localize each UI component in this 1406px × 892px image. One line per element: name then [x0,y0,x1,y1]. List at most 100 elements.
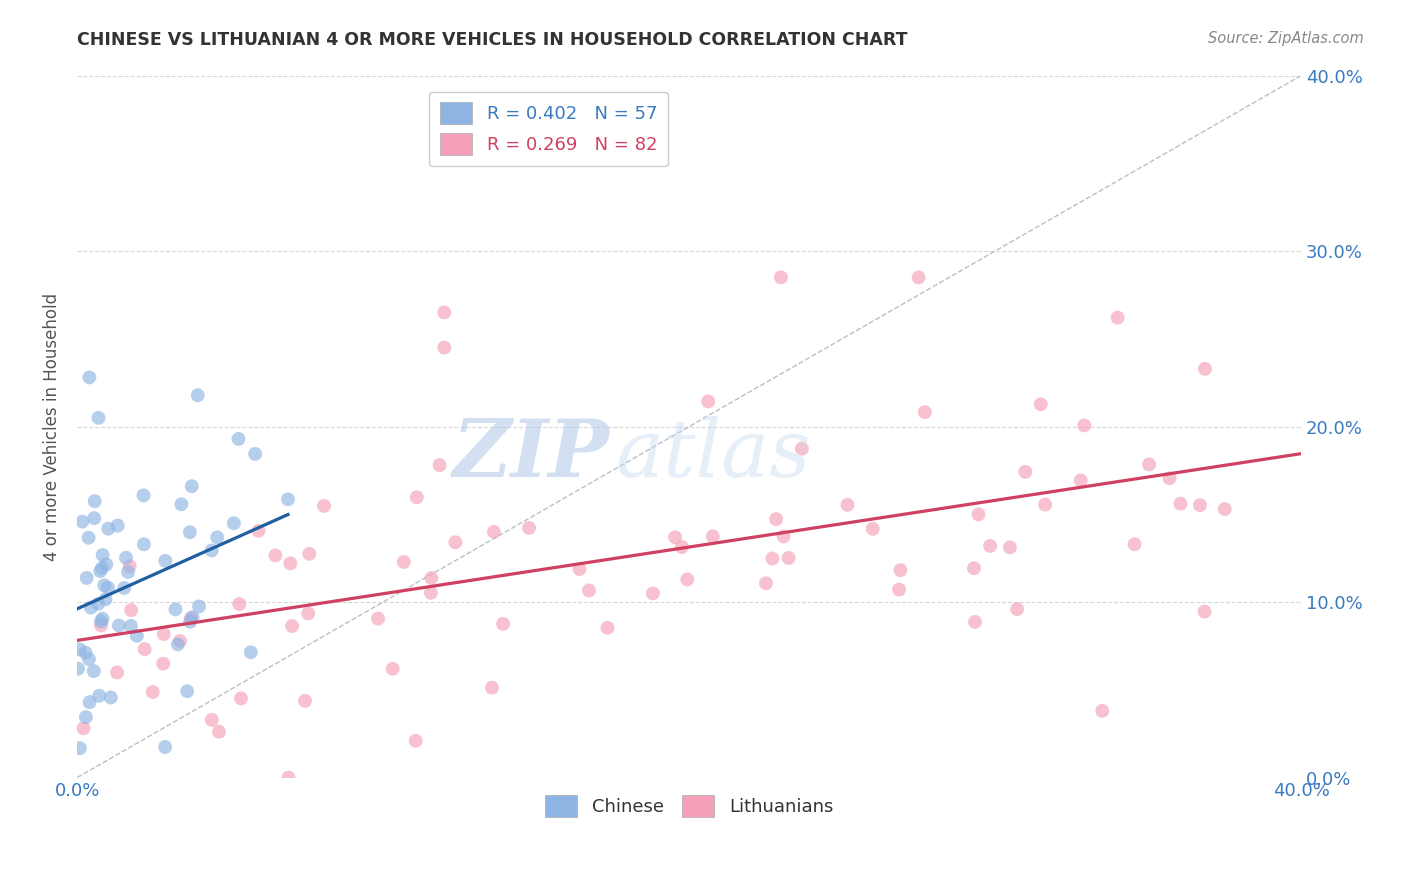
Point [1091,704,1114,718]
Point [887,582,910,597]
Point [167,637,190,651]
Point [69,741,91,756]
Point [87,597,110,611]
Point [277,771,299,785]
Y-axis label: 4 or more Vehicles in Household: 4 or more Vehicles in Household [44,293,60,560]
Point [229,691,252,706]
Point [967,508,990,522]
Point [187,388,209,402]
Text: ZIP: ZIP [453,416,610,493]
Point [97,522,120,536]
Point [405,491,427,505]
Point [965,615,987,629]
Point [170,497,193,511]
Point [188,599,211,614]
Point [228,597,250,611]
Point [914,405,936,419]
Point [152,627,174,641]
Point [755,576,778,591]
Point [1073,418,1095,433]
Point [1070,474,1092,488]
Point [181,610,204,624]
Point [169,634,191,648]
Point [568,562,591,576]
Point [578,583,600,598]
Point [80,600,103,615]
Point [117,565,139,579]
Point [381,662,404,676]
Point [1137,458,1160,472]
Point [837,498,859,512]
Point [1194,605,1216,619]
Point [1005,602,1028,616]
Point [765,512,787,526]
Point [429,458,451,472]
Point [862,522,884,536]
Point [105,665,128,680]
Legend: Chinese, Lithuanians: Chinese, Lithuanians [537,789,841,825]
Point [277,492,299,507]
Point [72,721,94,735]
Point [89,564,111,578]
Point [697,394,720,409]
Point [1194,361,1216,376]
Point [444,535,467,549]
Point [1213,502,1236,516]
Point [180,479,202,493]
Point [596,621,619,635]
Point [153,739,176,754]
Point [96,558,118,572]
Point [778,550,800,565]
Point [91,548,114,562]
Point [761,551,783,566]
Point [312,499,335,513]
Point [165,602,187,616]
Point [671,540,693,554]
Point [115,550,138,565]
Point [75,710,97,724]
Point [107,518,129,533]
Point [281,619,304,633]
Point [294,694,316,708]
Point [201,713,224,727]
Point [433,341,456,355]
Point [77,652,100,666]
Point [179,525,201,540]
Point [772,529,794,543]
Point [142,685,165,699]
Point [963,561,986,575]
Point [280,557,302,571]
Point [120,619,142,633]
Point [239,645,262,659]
Point [66,662,89,676]
Point [125,629,148,643]
Point [297,607,319,621]
Point [176,684,198,698]
Point [179,615,201,629]
Point [367,611,389,625]
Point [298,547,321,561]
Point [75,646,97,660]
Point [90,615,112,629]
Point [87,410,110,425]
Point [482,524,505,539]
Point [1170,497,1192,511]
Point [1033,498,1056,512]
Point [208,724,231,739]
Point [769,270,792,285]
Point [1123,537,1146,551]
Point [118,559,141,574]
Point [69,642,91,657]
Point [243,447,266,461]
Text: atlas: atlas [616,416,811,493]
Point [517,521,540,535]
Point [889,563,911,577]
Point [228,432,250,446]
Point [790,442,813,456]
Point [83,511,105,525]
Point [155,554,177,568]
Point [152,657,174,671]
Point [392,555,415,569]
Point [83,664,105,678]
Point [419,586,441,600]
